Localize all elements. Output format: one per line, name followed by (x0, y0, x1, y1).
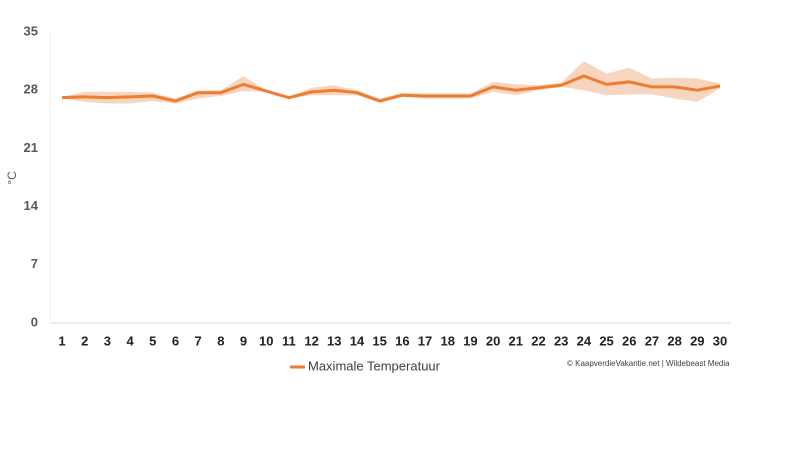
x-tick-label: 21 (509, 333, 523, 348)
x-tick-label: 1 (58, 333, 65, 348)
x-tick-label: 14 (350, 333, 365, 348)
y-tick-label: 7 (31, 256, 38, 271)
x-tick-label: 12 (304, 333, 318, 348)
x-tick-label: 23 (554, 333, 568, 348)
x-tick-label: 28 (667, 333, 681, 348)
y-axis-label: °C (5, 171, 19, 185)
legend-label: Maximale Temperatuur (308, 358, 441, 373)
y-tick-label: 35 (24, 23, 38, 38)
line (61, 74, 721, 103)
x-tick-label: 24 (577, 333, 592, 348)
x-tick-label: 11 (282, 333, 296, 348)
x-tick-label: 5 (149, 333, 156, 348)
range-band (62, 61, 720, 104)
x-tick-label: 2 (81, 333, 88, 348)
x-tick-label: 22 (531, 333, 545, 348)
x-tick-label: 9 (240, 333, 247, 348)
x-tick-label: 25 (599, 333, 613, 348)
x-tick-label: 19 (463, 333, 477, 348)
y-tick-label: 14 (24, 198, 39, 213)
x-tick-label: 27 (645, 333, 659, 348)
x-tick-label: 8 (217, 333, 224, 348)
x-tick-label: 4 (126, 333, 134, 348)
y-tick-label: 0 (31, 314, 38, 329)
x-tick-label: 10 (259, 333, 273, 348)
x-tick-label: 18 (440, 333, 454, 348)
x-tick-label: 13 (327, 333, 341, 348)
x-tick-label: 3 (104, 333, 111, 348)
x-tick-label: 17 (418, 333, 432, 348)
x-tick-label: 20 (486, 333, 500, 348)
x-tick-label: 6 (172, 333, 179, 348)
x-tick-label: 16 (395, 333, 409, 348)
x-tick-label: 30 (713, 333, 727, 348)
x-tick-label: 26 (622, 333, 636, 348)
x-tick-label: 29 (690, 333, 704, 348)
y-tick-label: 21 (24, 140, 38, 155)
credit: © KaapverdieVakantie.net | Wildebeast Me… (567, 359, 730, 368)
y-tick-label: 28 (24, 82, 38, 97)
x-tick-label: 15 (372, 333, 386, 348)
x-tick-label: 7 (195, 333, 202, 348)
